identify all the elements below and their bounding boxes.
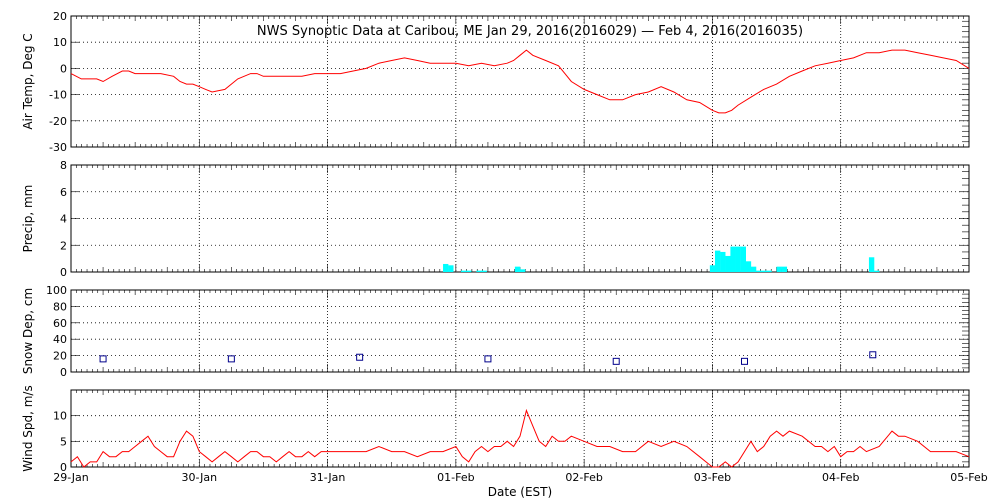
- x-axis-label: Date (EST): [488, 485, 552, 499]
- y-tick-label: -30: [49, 141, 67, 154]
- y-axis-label: Precip, mm: [21, 185, 35, 253]
- panel-frame: [70, 389, 970, 468]
- precip-bar: [514, 266, 521, 272]
- y-tick-label: 60: [53, 317, 67, 330]
- y-tick-label: -10: [49, 89, 67, 102]
- x-tick-label: 30-Jan: [182, 471, 218, 484]
- snow-depth-point: [612, 357, 620, 365]
- y-axis-label: Air Temp, Deg C: [21, 33, 35, 129]
- y-tick-label: 8: [60, 159, 67, 172]
- precip-bar: [776, 266, 782, 272]
- precip-bar: [714, 250, 721, 272]
- y-tick-label: 4: [60, 213, 67, 226]
- precip-bar: [766, 270, 772, 272]
- x-tick-label: 01-Feb: [437, 471, 474, 484]
- precip-bar: [868, 257, 875, 272]
- y-tick-label: 20: [53, 350, 67, 363]
- y-tick-label: 40: [53, 333, 67, 346]
- y-tick-label: 0: [60, 62, 67, 75]
- precip-bar: [709, 265, 716, 272]
- panel-3: 0 20 40 60 80 100 Snow Dep, cm: [21, 284, 970, 379]
- chart-title: NWS Synoptic Data at Caribou, ME Jan 29,…: [257, 24, 803, 39]
- precip-bar: [740, 246, 747, 272]
- series-line: [70, 49, 970, 114]
- panel-frame: [70, 289, 970, 373]
- precip-bar: [466, 270, 472, 272]
- y-tick-label: 10: [53, 410, 67, 423]
- chart-panels: -30 -20 -10 0 10 20 Air Temp, Deg C 0 2 4 6 8 Precip…: [21, 10, 988, 484]
- panel-1: -30 -20 -10 0 10 20 Air Temp, Deg C: [21, 10, 970, 154]
- snow-depth-point: [356, 353, 364, 361]
- precip-bar: [730, 246, 736, 272]
- x-tick-label: 05-Feb: [950, 471, 987, 484]
- series-line: [70, 408, 970, 468]
- y-tick-label: 100: [46, 284, 67, 297]
- snow-depth-point: [99, 355, 107, 363]
- panel-2: 0 2 4 6 8 Precip, mm: [21, 159, 970, 279]
- y-axis-label: Snow Dep, cm: [21, 288, 35, 374]
- y-axis-label: Wind Spd, m/s: [21, 385, 35, 471]
- precip-bar: [481, 270, 487, 272]
- x-tick-label: 29-Jan: [53, 471, 89, 484]
- precip-bar: [720, 251, 726, 272]
- y-tick-label: 5: [60, 435, 67, 448]
- precip-bar: [443, 263, 449, 272]
- precip-bar: [735, 246, 741, 272]
- y-tick-label: 6: [60, 186, 67, 199]
- x-tick-label: 02-Feb: [565, 471, 602, 484]
- precip-bar: [874, 270, 880, 272]
- precip-bar: [460, 270, 467, 272]
- y-tick-label: 20: [53, 10, 67, 23]
- y-tick-label: 2: [60, 239, 67, 252]
- snow-depth-point: [869, 351, 877, 359]
- y-tick-label: 10: [53, 36, 67, 49]
- snow-depth-point: [227, 355, 235, 363]
- precip-bar: [756, 270, 762, 272]
- y-tick-label: 0: [60, 266, 67, 279]
- precip-bar: [476, 270, 482, 272]
- panel-4: 0 5 10 Wind Spd, m/s: [21, 385, 970, 474]
- y-tick-label: 0: [60, 366, 67, 379]
- x-tick-label: 31-Jan: [310, 471, 346, 484]
- y-tick-label: 80: [53, 300, 67, 313]
- snow-depth-point: [741, 357, 748, 365]
- y-tick-label: 0: [60, 461, 67, 474]
- x-tick-label: 03-Feb: [694, 471, 731, 484]
- precip-bar: [725, 255, 731, 272]
- precip-bar: [448, 265, 454, 272]
- precip-bar: [761, 270, 767, 272]
- x-tick-label: 04-Feb: [822, 471, 859, 484]
- y-tick-label: -20: [49, 115, 67, 128]
- precip-bar: [745, 261, 752, 272]
- precip-bar: [750, 266, 757, 272]
- precip-bar: [781, 266, 788, 272]
- snow-depth-point: [484, 355, 492, 363]
- precip-bar: [520, 269, 526, 272]
